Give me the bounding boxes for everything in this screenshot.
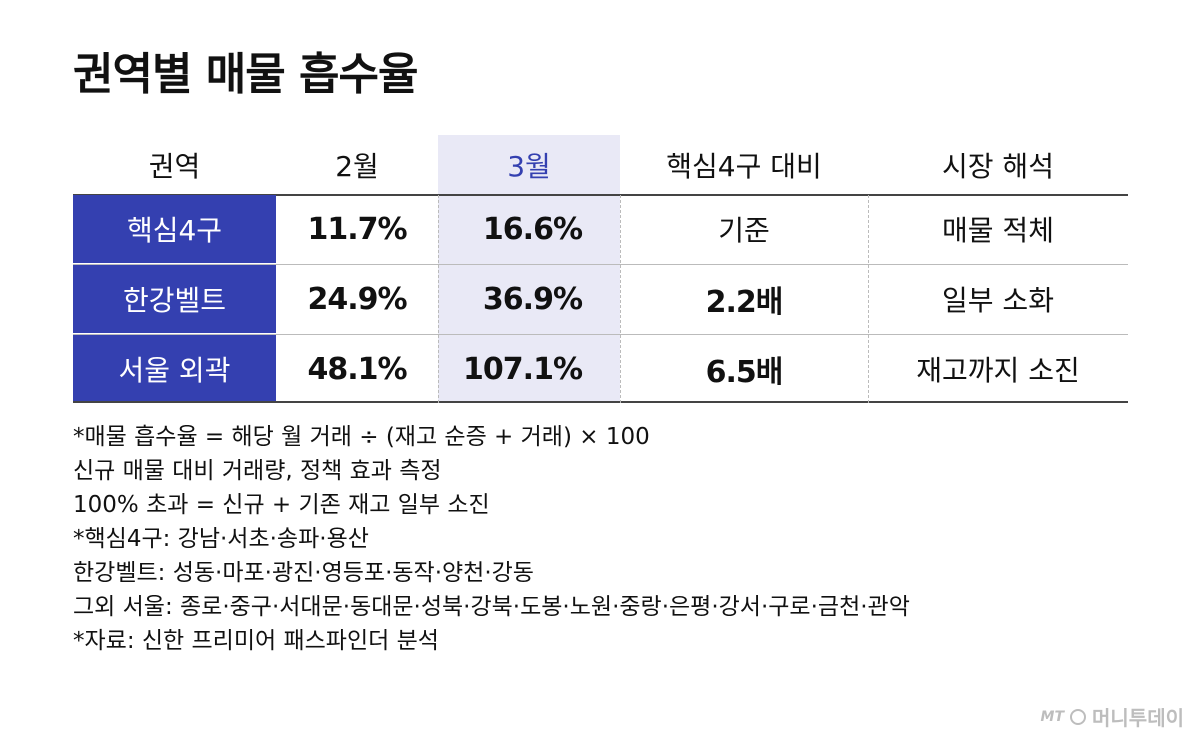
column-header-interpretation: 시장 해석 (942, 150, 1054, 183)
row-label-core4: 핵심4구 (73, 195, 276, 263)
footnote-line: 한강벨트: 성동·마포·광진·영등포·동작·양천·강동 (73, 560, 534, 586)
row-label-hangang-belt: 한강벨트 (73, 265, 276, 333)
footnote-line: 신규 매물 대비 거래량, 정책 효과 측정 (73, 458, 442, 484)
header-divider (73, 194, 1128, 196)
logo-circle-icon (1070, 708, 1086, 725)
cell-interpretation: 매물 적체 (942, 214, 1054, 247)
footnote-line: 그외 서울: 종로·중구·서대문·동대문·성북·강북·도봉·노원·중랑·은평·강… (73, 594, 910, 620)
cell-vs-core: 기준 (718, 214, 770, 247)
footnote-line: 100% 초과 = 신규 + 기존 재고 일부 소진 (73, 492, 490, 518)
column-divider (438, 195, 439, 403)
logo-name: 머니투데이 (1092, 706, 1184, 730)
cell-interpretation: 일부 소화 (942, 284, 1054, 317)
column-divider (620, 195, 621, 403)
column-header-region: 권역 (148, 150, 201, 183)
cell-feb-value: 24.9% (307, 281, 407, 317)
cell-feb-value: 11.7% (307, 211, 407, 247)
cell-mar-value: 16.6% (482, 211, 583, 247)
page-title: 권역별 매물 흡수율 (73, 49, 418, 100)
row-divider (73, 334, 1128, 335)
table-row: 서울 외곽 48.1% 107.1% 6.5배 재고까지 소진 (73, 335, 1128, 403)
row-label-outer-seoul: 서울 외곽 (73, 335, 276, 403)
row-divider (73, 264, 1128, 265)
footnote-line: *자료: 신한 프리미어 패스파인더 분석 (73, 628, 439, 654)
column-header-feb: 2월 (335, 150, 379, 183)
column-header-mar: 3월 (507, 150, 551, 183)
table-bottom-border (73, 401, 1128, 403)
absorption-table: 권역 2월 3월 핵심4구 대비 시장 해석 핵심4구 11.7% 16.6% … (73, 135, 1128, 403)
publisher-logo: MT 머니투데이 (1041, 702, 1184, 731)
table-header-row: 권역 2월 3월 핵심4구 대비 시장 해석 (73, 135, 1128, 195)
footnotes: *매물 흡수율 = 해당 월 거래 ÷ (재고 순증 + 거래) × 100 신… (73, 420, 1153, 658)
cell-mar-value: 107.1% (463, 351, 583, 387)
logo-mt: MT (1040, 708, 1064, 725)
highlight-column-march (438, 135, 620, 403)
column-divider (868, 195, 869, 403)
footnote-line: *핵심4구: 강남·서초·송파·용산 (73, 526, 369, 552)
column-header-vs-core: 핵심4구 대비 (666, 150, 822, 183)
cell-vs-core: 6.5배 (705, 355, 784, 390)
footnote-line: *매물 흡수율 = 해당 월 거래 ÷ (재고 순증 + 거래) × 100 (73, 424, 650, 450)
cell-feb-value: 48.1% (307, 351, 407, 387)
cell-interpretation: 재고까지 소진 (916, 354, 1080, 387)
cell-mar-value: 36.9% (482, 281, 583, 317)
cell-vs-core: 2.2배 (705, 285, 784, 320)
table-row: 핵심4구 11.7% 16.6% 기준 매물 적체 (73, 195, 1128, 263)
table-row: 한강벨트 24.9% 36.9% 2.2배 일부 소화 (73, 265, 1128, 333)
